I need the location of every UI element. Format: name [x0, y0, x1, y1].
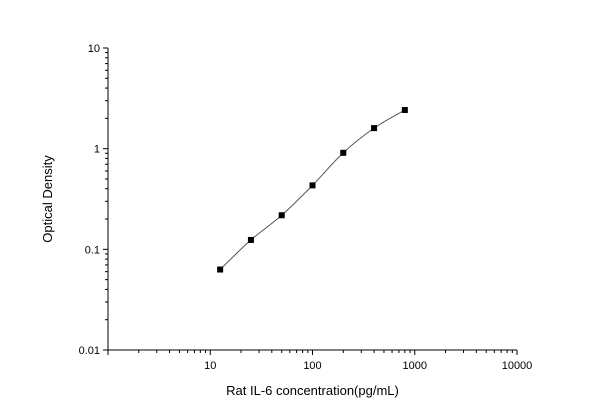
- x-tick-label: 100: [303, 360, 321, 372]
- x-tick-label: 10000: [502, 360, 533, 372]
- y-tick-label: 0.1: [85, 244, 100, 256]
- data-point: [278, 212, 285, 219]
- x-axis-title: Rat IL-6 concentration(pg/mL): [226, 383, 399, 398]
- x-axis-ticks: [107, 350, 518, 355]
- y-tick-label: 0.01: [79, 345, 100, 357]
- y-tick-label: 10: [88, 43, 100, 55]
- x-tick-label: 10: [204, 360, 216, 372]
- data-point: [340, 149, 347, 156]
- data-point: [371, 125, 378, 132]
- data-point: [401, 107, 408, 114]
- data-point: [217, 266, 224, 273]
- y-axis-ticks: [103, 47, 108, 351]
- x-tick-label: 1000: [403, 360, 427, 372]
- y-axis-title: Optical Density: [40, 155, 55, 243]
- y-axis-tick-labels: 0.01 0.1 1 10: [79, 43, 100, 357]
- x-axis-tick-labels: 10 100 1000 10000: [204, 360, 532, 372]
- y-tick-label: 1: [94, 144, 100, 156]
- data-points: [217, 107, 408, 273]
- data-point: [247, 236, 254, 243]
- fit-curve: [219, 109, 406, 270]
- data-point: [309, 182, 316, 189]
- plot-frame: [107, 48, 517, 351]
